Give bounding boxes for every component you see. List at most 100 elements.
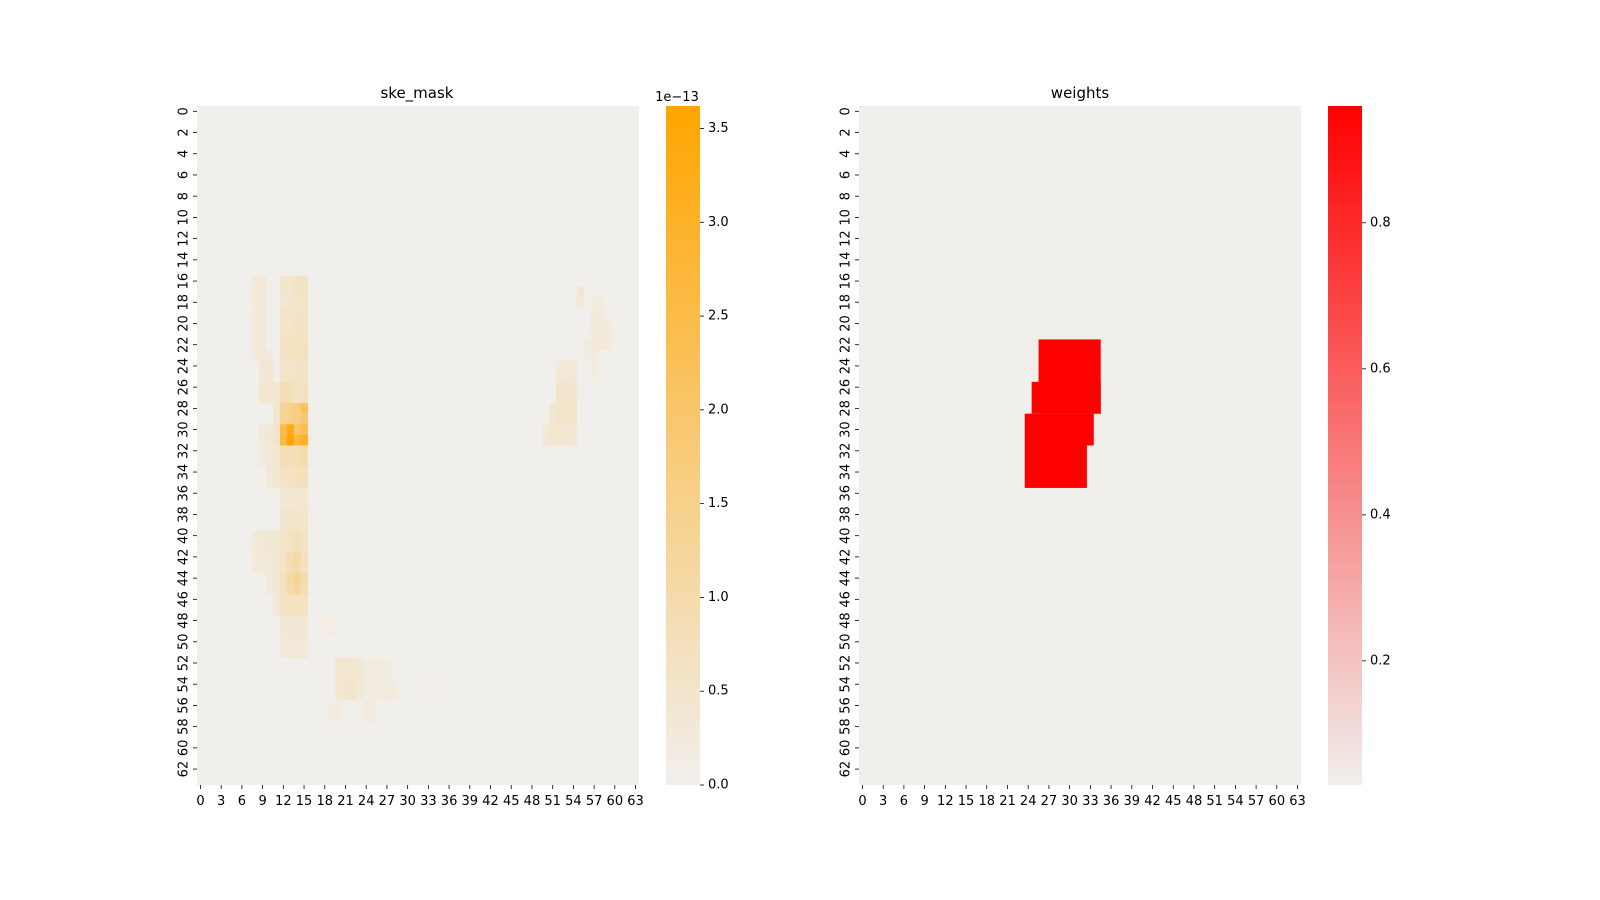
heatmap-cell (259, 434, 267, 446)
heatmap-cell (590, 339, 598, 351)
heatmap-cell (266, 551, 274, 563)
heatmap-cell (293, 636, 301, 648)
heatmap-cell (556, 371, 564, 383)
heatmap-cell (563, 392, 571, 404)
y-tick-label: 62 (177, 761, 192, 778)
heatmap-cell (272, 604, 281, 616)
heatmap-cell (259, 562, 267, 574)
x-tick-label: 39 (462, 794, 479, 809)
heatmap-cell (293, 445, 301, 457)
heatmap-cell (576, 296, 585, 308)
x-tick-label: 45 (1165, 794, 1182, 809)
heatmap-cell (279, 551, 288, 563)
x-tick-label: 0 (196, 794, 204, 809)
heatmap-cell (342, 678, 350, 690)
heatmap-cell (300, 509, 308, 521)
x-tick-label: 18 (978, 794, 995, 809)
heatmap-cell (266, 477, 274, 489)
heatmap-cell (556, 381, 564, 393)
heatmap-cell (286, 594, 295, 606)
y-tick-label: 42 (839, 549, 854, 566)
heatmap-cell (335, 657, 343, 669)
heatmap-cell (383, 678, 391, 690)
heatmap-cell (266, 466, 274, 478)
y-tick-label: 38 (839, 506, 854, 523)
heatmap-cell (556, 413, 564, 425)
heatmap-cell (286, 296, 295, 308)
heatmap-cell (348, 689, 357, 701)
x-tick-label: 60 (607, 794, 624, 809)
heatmap-cell (272, 381, 281, 393)
heatmap-cell (376, 657, 384, 669)
heatmap-cell (369, 657, 377, 669)
heatmap-cell (293, 625, 301, 637)
heatmap-cell (293, 360, 301, 372)
heatmap-cell (300, 477, 308, 489)
colorbar-tick-label: 0.5 (708, 684, 729, 699)
y-tick-label: 6 (839, 171, 854, 179)
colorbar-gradient (666, 106, 700, 785)
colorbar-tick-label: 0.0 (708, 778, 729, 793)
heatmap-cell (272, 583, 281, 595)
heatmap-cell (293, 392, 301, 404)
heatmap-cell (266, 360, 274, 372)
x-tick-label: 21 (999, 794, 1016, 809)
heatmap-cell (563, 434, 571, 446)
heatmap-cell (279, 477, 288, 489)
heatmap-cell (272, 434, 281, 446)
heatmap-cell (293, 381, 301, 393)
y-tick-label: 26 (177, 379, 192, 396)
heatmap-cell (279, 615, 288, 627)
y-tick-label: 32 (177, 443, 192, 460)
y-tick-label: 46 (839, 591, 854, 608)
heatmap-cell (597, 307, 605, 319)
heatmap-cell (252, 540, 260, 552)
heatmap-cell (348, 668, 357, 680)
y-tick-label: 4 (177, 150, 192, 158)
y-tick-label: 22 (839, 336, 854, 353)
heatmap-cell (272, 456, 281, 468)
heatmap-cell (293, 413, 301, 425)
heatmap-cell (300, 307, 308, 319)
y-tick-label: 16 (839, 273, 854, 290)
chart-title: weights (1051, 84, 1110, 102)
y-tick-label: 34 (177, 464, 192, 481)
heatmap-cell (569, 381, 578, 393)
x-tick-label: 9 (258, 794, 266, 809)
heatmap-cell (335, 700, 343, 712)
heatmap-cell (286, 413, 295, 425)
heatmap-cell (259, 350, 267, 362)
heatmap-cell (286, 360, 295, 372)
heatmap-cell (300, 487, 308, 499)
heatmap-cell (300, 318, 308, 330)
heatmap-cell (252, 286, 260, 298)
heatmap-cell (342, 689, 350, 701)
heatmap-cell (286, 339, 295, 351)
heatmap-cell (597, 318, 605, 330)
heatmap-cell (259, 328, 267, 340)
heatmap-cell (252, 296, 260, 308)
x-tick-label: 33 (1082, 794, 1099, 809)
y-tick-label: 10 (839, 209, 854, 226)
heatmap-cell (286, 286, 295, 298)
heatmap-cell (286, 307, 295, 319)
heatmap-cell (556, 403, 564, 415)
heatmap-cell (279, 275, 288, 287)
heatmap-cell (272, 551, 281, 563)
heatmap-cell (362, 700, 371, 712)
y-tick-label: 22 (177, 336, 192, 353)
heatmap-cell (279, 286, 288, 298)
x-tick-label: 15 (296, 794, 313, 809)
heatmap-cell (348, 657, 357, 669)
heatmap-cell (300, 456, 308, 468)
x-tick-label: 9 (920, 794, 928, 809)
y-tick-label: 14 (177, 252, 192, 269)
heatmap-cell (369, 700, 377, 712)
y-tick-label: 24 (839, 358, 854, 375)
y-tick-label: 42 (177, 549, 192, 566)
x-tick-label: 0 (858, 794, 866, 809)
heatmap-cell (259, 551, 267, 563)
heatmap-cell (300, 403, 308, 415)
heatmap-cell (293, 318, 301, 330)
heatmap-cell (300, 296, 308, 308)
